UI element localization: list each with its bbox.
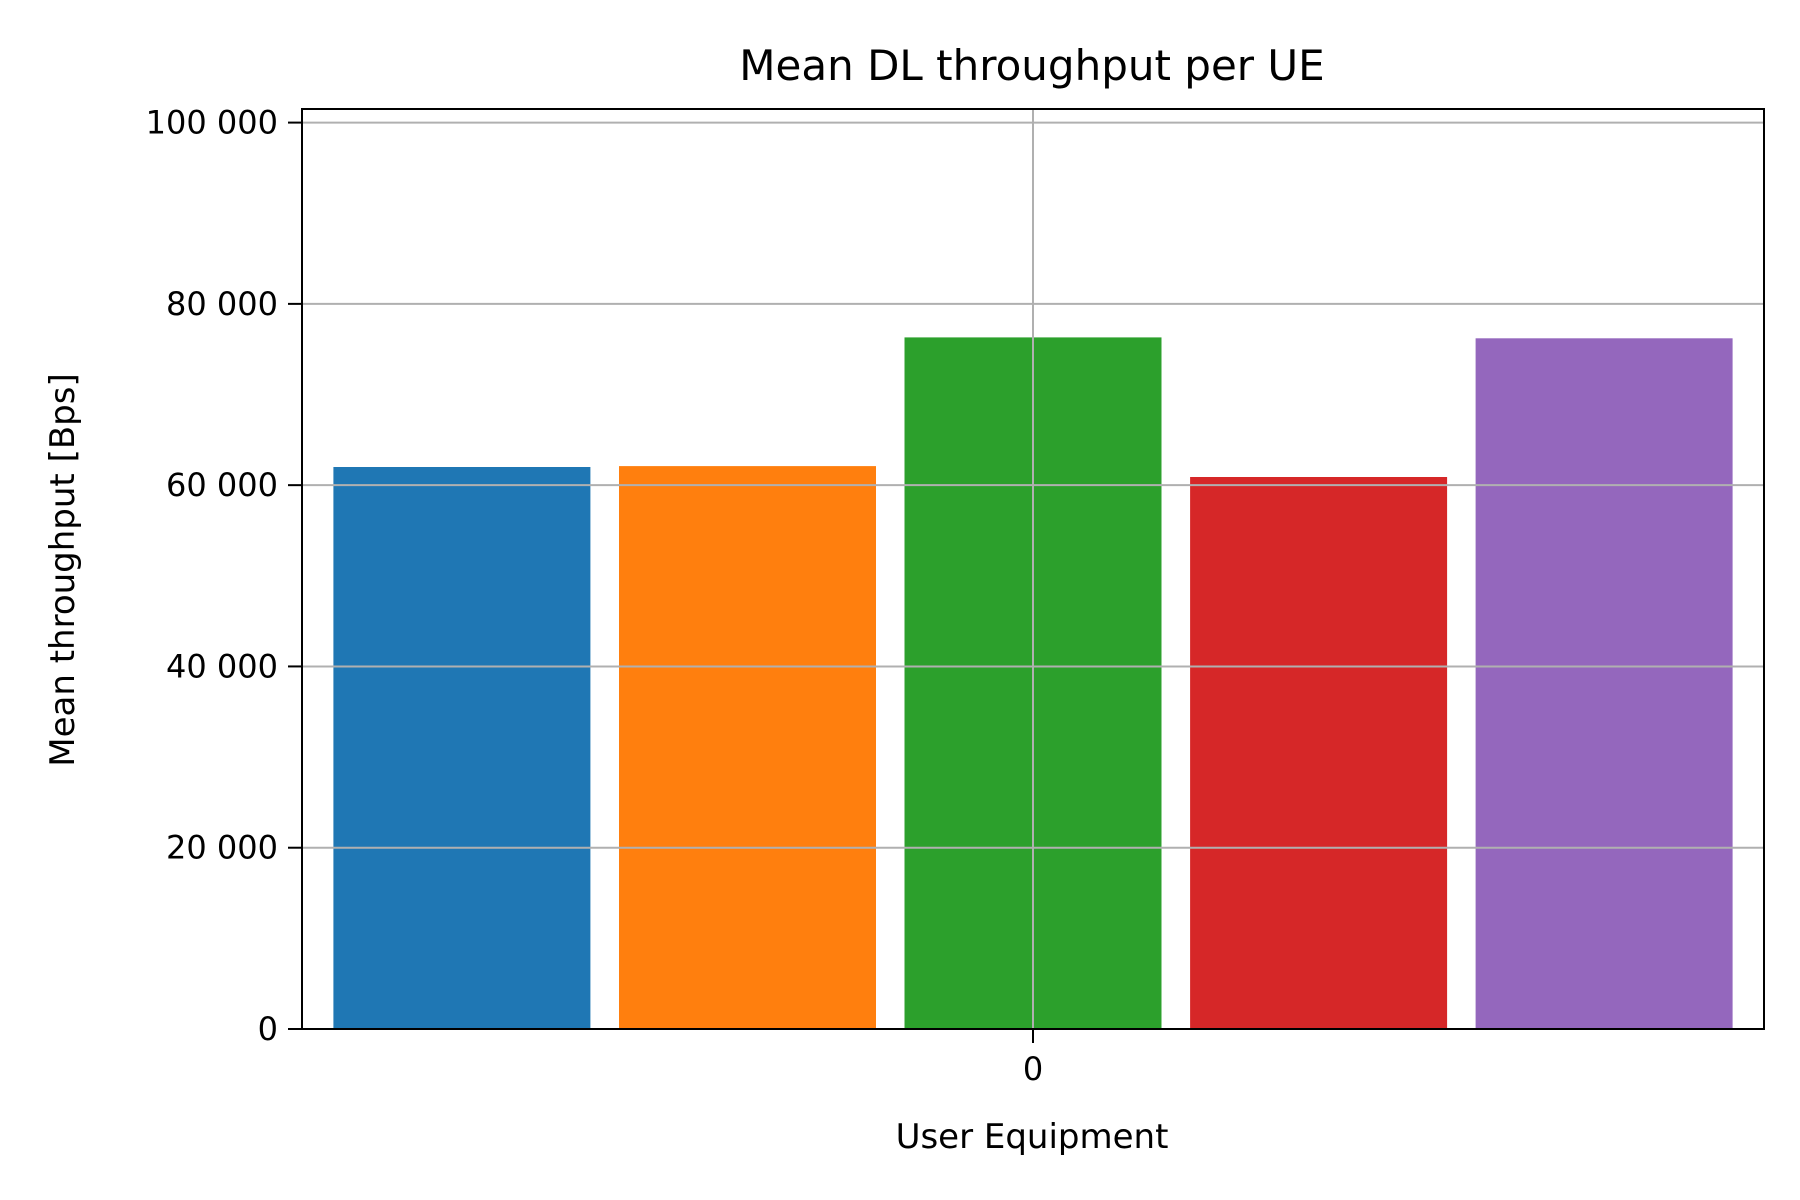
bar-series-4: [1190, 477, 1448, 1029]
chart-title: Mean DL throughput per UE: [739, 41, 1324, 90]
x-axis-label: User Equipment: [896, 1117, 1169, 1157]
x-tick-label-0: 0: [1023, 1050, 1043, 1088]
y-tick-label-0: 0: [258, 1010, 278, 1048]
y-axis-ticks: 0 20 000 40 000 60 000 80 000 100 000: [146, 104, 302, 1048]
y-tick-label-1: 20 000: [166, 829, 278, 867]
y-tick-label-2: 40 000: [166, 647, 278, 685]
bar-series-2: [619, 466, 876, 1030]
grid-lines: [302, 109, 1764, 1029]
y-tick-label-5: 100 000: [146, 104, 278, 142]
y-tick-label-4: 80 000: [166, 285, 278, 323]
bar-series-5: [1475, 338, 1733, 1029]
x-axis-ticks: 0: [1023, 1029, 1043, 1088]
bar-series-1: [333, 467, 591, 1029]
y-axis-label: Mean throughput [Bps]: [43, 373, 83, 766]
y-tick-label-3: 60 000: [166, 466, 278, 504]
bars-group: [333, 337, 1733, 1030]
